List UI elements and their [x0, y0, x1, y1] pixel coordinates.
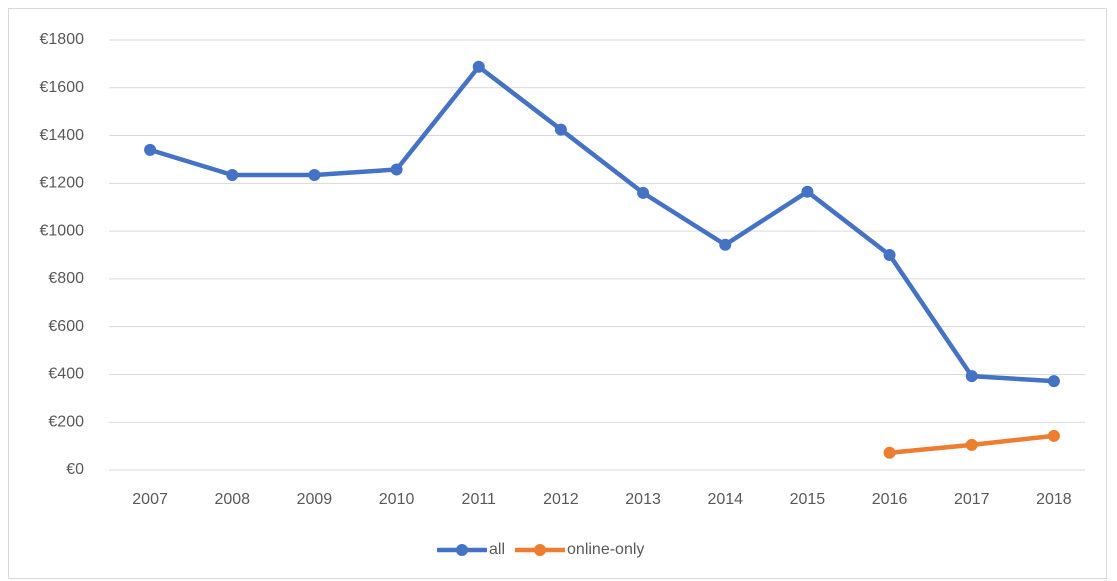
- data-point: [883, 446, 896, 459]
- data-point: [801, 185, 814, 198]
- data-point: [472, 60, 485, 73]
- x-tick-label: 2014: [707, 491, 743, 508]
- chart-border: [8, 8, 1107, 579]
- data-point: [226, 168, 239, 181]
- x-tick-label: 2012: [543, 491, 579, 508]
- data-point: [965, 370, 978, 383]
- x-tick-label: 2015: [790, 491, 826, 508]
- data-point: [390, 163, 403, 176]
- legend-label: online-only: [567, 541, 644, 558]
- y-tick-label: €800: [48, 270, 84, 287]
- data-point: [554, 123, 567, 136]
- y-tick-label: €1600: [40, 79, 85, 96]
- y-tick-label: €1800: [40, 31, 85, 48]
- x-tick-label: 2018: [1036, 491, 1072, 508]
- y-tick-label: €600: [48, 318, 84, 335]
- legend-swatch-point: [534, 544, 547, 556]
- data-point: [1047, 429, 1060, 442]
- y-tick-label: €1000: [40, 222, 85, 239]
- data-point: [719, 238, 732, 251]
- data-point: [308, 168, 321, 181]
- y-tick-label: €400: [48, 366, 84, 383]
- y-tick-label: €0: [66, 461, 84, 478]
- x-tick-label: 2017: [954, 491, 990, 508]
- y-tick-label: €200: [48, 413, 84, 430]
- data-point: [1047, 375, 1060, 388]
- series-line: [147, 64, 1057, 384]
- x-tick-label: 2011: [462, 491, 497, 508]
- y-tick-label: €1200: [40, 175, 85, 192]
- x-tick-label: 2009: [297, 491, 333, 508]
- x-tick-label: 2010: [379, 491, 415, 508]
- data-point: [637, 186, 650, 199]
- y-tick-label: €1400: [40, 127, 85, 144]
- legend-swatch-point: [456, 544, 468, 556]
- x-tick-label: 2013: [625, 491, 661, 508]
- x-tick-label: 2008: [214, 491, 250, 508]
- data-point: [883, 249, 896, 261]
- data-point: [965, 438, 978, 451]
- legend-label: all: [489, 541, 505, 558]
- x-tick-label: 2016: [872, 491, 908, 508]
- x-tick-label: 2007: [132, 491, 168, 508]
- data-point: [144, 143, 157, 156]
